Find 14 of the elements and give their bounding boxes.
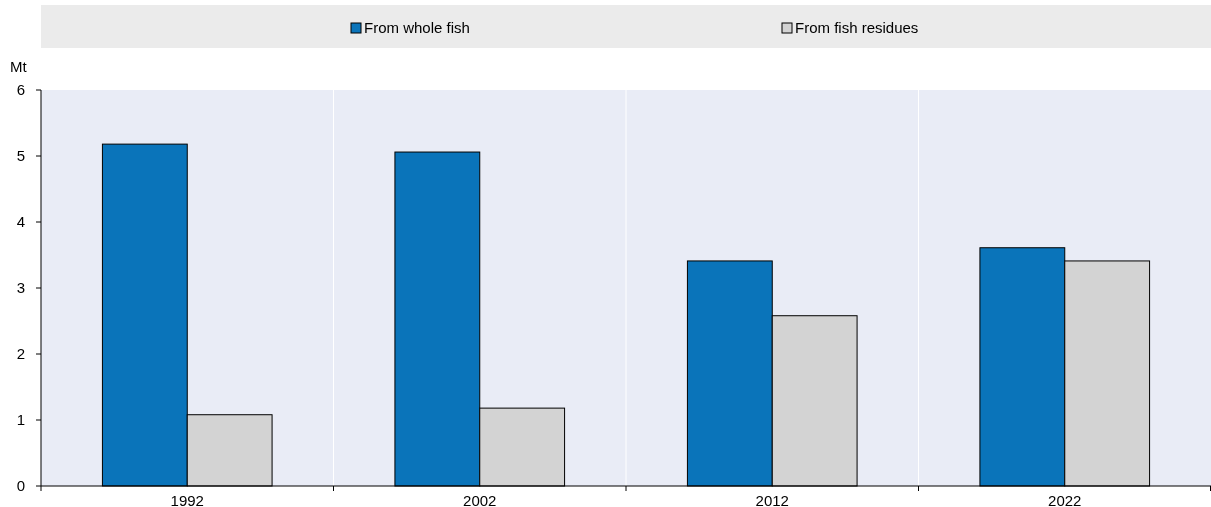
- x-tick-label: 2012: [755, 492, 789, 507]
- x-tick-label: 1992: [170, 492, 204, 507]
- y-tick-label: 4: [16, 213, 26, 231]
- legend-label: From fish residues: [795, 19, 919, 36]
- y-tick-label: 2: [16, 345, 26, 363]
- y-tick-label: 6: [16, 81, 26, 99]
- y-tick-label: 0: [16, 477, 26, 495]
- y-tick-label: 1: [16, 411, 26, 429]
- y-tick-label: 3: [16, 279, 26, 297]
- y-tick-label: 5: [16, 147, 26, 165]
- x-tick-label: 2022: [1048, 492, 1082, 507]
- y-axis-title: Mt: [10, 58, 28, 75]
- legend-label: From whole fish: [364, 19, 470, 36]
- x-tick-label: 2002: [463, 492, 497, 507]
